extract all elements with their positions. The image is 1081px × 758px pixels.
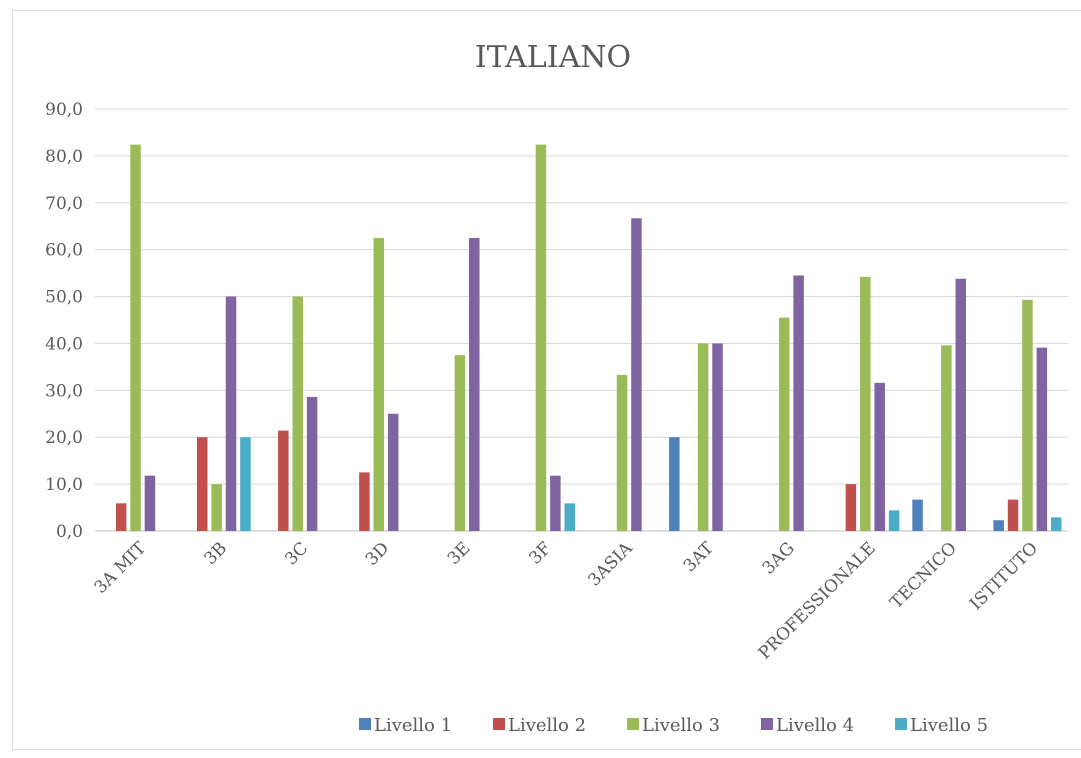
y-tick-label: 90,0 <box>45 100 83 120</box>
bar-livello-4 <box>550 475 561 531</box>
bar-livello-4 <box>144 475 156 531</box>
x-tick-label: 3E <box>444 538 475 569</box>
bar-livello-2 <box>845 484 857 531</box>
legend-swatch <box>895 718 907 730</box>
bar-livello-3 <box>454 355 466 531</box>
bar-livello-1 <box>993 520 1004 531</box>
legend: Livello 1 Livello 2 Livello 3 Livello 4 Live… <box>359 715 988 736</box>
x-tick-label: 3AT <box>680 538 718 576</box>
x-tick-label: 3ASIA <box>584 538 637 591</box>
y-tick-label: 50,0 <box>45 288 83 308</box>
bar-livello-3 <box>373 237 385 531</box>
bar-livello-4 <box>1036 347 1048 531</box>
bar-livello-2 <box>359 472 370 531</box>
x-tick-label: 3D <box>362 538 393 569</box>
legend-swatch <box>627 718 639 730</box>
bar-livello-2 <box>115 503 127 531</box>
bars <box>115 144 1062 532</box>
bar-livello-4 <box>793 275 804 531</box>
legend-swatch <box>359 718 371 730</box>
x-tick-label: 3B <box>201 538 232 569</box>
bar-livello-3 <box>941 345 952 531</box>
bar-livello-2 <box>196 437 208 531</box>
x-tick-label: 3F <box>525 538 555 568</box>
bar-livello-3 <box>292 296 303 531</box>
x-tick-label: TECNICO <box>886 538 960 612</box>
bar-livello-5 <box>564 503 576 531</box>
x-tick-label: 3AG <box>759 538 799 578</box>
bar-livello-3 <box>616 374 628 531</box>
y-tick-label: 30,0 <box>45 381 83 401</box>
y-tick-label: 60,0 <box>45 241 83 261</box>
y-tick-label: 10,0 <box>45 475 83 495</box>
bar-livello-3 <box>211 484 222 531</box>
bar-livello-3 <box>535 144 547 531</box>
x-axis-labels: 3A MIT 3B 3C 3D 3E 3F 3ASIA 3AT 3AGPROFESSIONALE… <box>91 538 1042 664</box>
bar-livello-3 <box>1022 299 1033 531</box>
y-tick-label: 80,0 <box>45 147 83 167</box>
chart-title: ITALIANO <box>475 40 631 75</box>
y-tick-label: 0,0 <box>56 522 83 542</box>
bar-livello-3 <box>130 144 141 531</box>
bar-livello-5 <box>888 510 900 531</box>
bar-livello-3 <box>860 276 871 531</box>
y-tick-label: 20,0 <box>45 428 83 448</box>
gridlines <box>95 108 1068 532</box>
bar-livello-4 <box>469 237 480 531</box>
legend-label: Livello 4 <box>776 715 854 736</box>
bar-livello-2 <box>278 430 289 531</box>
chart-frame <box>12 10 1081 750</box>
legend-label: Livello 5 <box>910 715 988 736</box>
bar-livello-5 <box>240 437 251 531</box>
x-tick-label: 3A MIT <box>91 538 151 598</box>
x-tick-label: 3C <box>281 538 312 569</box>
legend-swatch <box>761 718 773 730</box>
bar-livello-4 <box>631 218 642 532</box>
x-tick-label: ISTITUTO <box>966 538 1042 614</box>
bar-livello-4 <box>306 396 318 531</box>
bar-livello-3 <box>697 343 709 531</box>
y-tick-label: 40,0 <box>45 334 83 354</box>
bar-livello-5 <box>1051 517 1062 531</box>
bar-livello-4 <box>225 296 237 531</box>
bar-livello-4 <box>387 413 399 531</box>
bar-livello-1 <box>669 437 680 531</box>
bar-livello-3 <box>778 317 790 531</box>
legend-label: Livello 2 <box>508 715 586 736</box>
bar-livello-4 <box>874 382 885 531</box>
legend-swatch <box>493 718 505 730</box>
bar-livello-2 <box>1007 499 1019 531</box>
y-axis-labels: 0,0 10,0 20,0 30,0 40,0 50,0 60,0 70,0 80,0 90,0 <box>45 100 83 542</box>
legend-label: Livello 1 <box>374 715 452 736</box>
bar-livello-4 <box>955 278 967 531</box>
bar-livello-4 <box>712 343 723 531</box>
legend-label: Livello 3 <box>642 715 720 736</box>
y-tick-label: 70,0 <box>45 194 83 214</box>
bar-livello-1 <box>912 499 923 531</box>
